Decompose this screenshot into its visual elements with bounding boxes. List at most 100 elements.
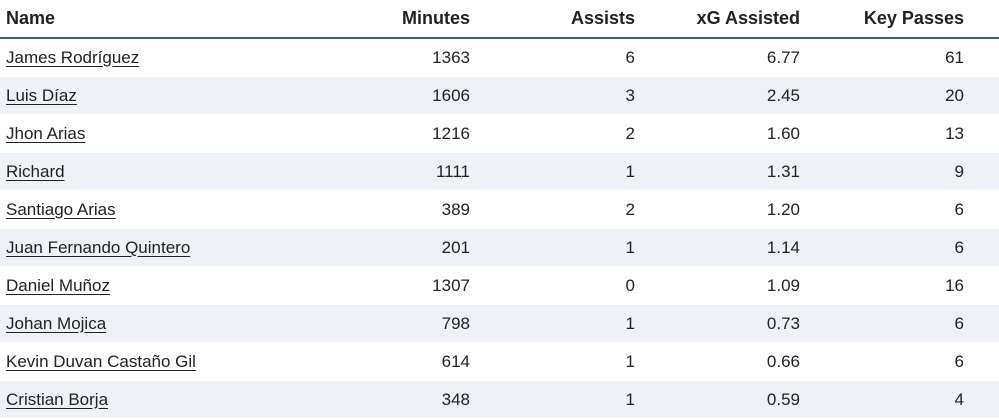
assists-cell: 1	[470, 380, 635, 419]
header-xg-assisted[interactable]: xG Assisted	[635, 0, 800, 39]
minutes-cell-value: 389	[441, 199, 470, 219]
minutes-cell-value: 798	[441, 313, 470, 333]
table-header: Name Minutes Assists xG Assisted Key Pas…	[0, 0, 999, 39]
xg-assisted-cell: 1.20	[635, 190, 800, 229]
key-passes-cell: 16	[800, 266, 999, 305]
minutes-cell: 201	[276, 228, 470, 267]
key-passes-cell-value: 13	[945, 123, 964, 143]
minutes-cell: 1307	[276, 266, 470, 305]
table-row: Kevin Duvan Castaño Gil 614 1 0.66 6	[0, 342, 999, 381]
player-name-cell: Luis Díaz	[0, 76, 276, 115]
xg-assisted-cell-value: 6.77	[766, 47, 800, 67]
table-row: Santiago Arias 389 2 1.20 6	[0, 190, 999, 229]
player-name-cell: Cristian Borja	[0, 380, 276, 419]
player-name-link[interactable]: Daniel Muñoz	[6, 275, 110, 295]
xg-assisted-cell: 1.60	[635, 114, 800, 153]
player-name-cell: Kevin Duvan Castaño Gil	[0, 342, 276, 381]
assists-cell-value: 1	[625, 237, 635, 257]
player-name-link[interactable]: Santiago Arias	[6, 199, 116, 219]
player-name-link[interactable]: Jhon Arias	[6, 123, 86, 143]
assists-cell-value: 0	[625, 275, 635, 295]
xg-assisted-cell: 0.73	[635, 304, 800, 343]
assists-cell-value: 1	[625, 313, 635, 333]
xg-assisted-cell-value: 2.45	[766, 85, 800, 105]
key-passes-cell: 4	[800, 380, 999, 419]
xg-assisted-cell-value: 1.60	[766, 123, 800, 143]
assists-cell-value: 1	[625, 351, 635, 371]
player-name-link[interactable]: James Rodríguez	[6, 47, 140, 67]
key-passes-cell-value: 20	[945, 85, 964, 105]
player-name-cell: James Rodríguez	[0, 38, 276, 77]
table-row: Cristian Borja 348 1 0.59 4	[0, 380, 999, 419]
xg-assisted-cell-value: 1.20	[766, 199, 800, 219]
minutes-cell-value: 348	[441, 389, 470, 409]
header-assists-label: Assists	[570, 8, 635, 28]
key-passes-cell: 61	[800, 38, 999, 77]
table-row: Johan Mojica 798 1 0.73 6	[0, 304, 999, 343]
assists-cell: 3	[470, 76, 635, 115]
key-passes-cell: 6	[800, 304, 999, 343]
assists-cell: 1	[470, 342, 635, 381]
key-passes-cell-value: 61	[945, 47, 964, 67]
minutes-cell: 798	[276, 304, 470, 343]
player-name-cell: Daniel Muñoz	[0, 266, 276, 305]
key-passes-cell-value: 6	[954, 313, 964, 333]
minutes-cell: 1111	[276, 152, 470, 191]
xg-assisted-cell: 1.09	[635, 266, 800, 305]
assists-cell-value: 3	[625, 85, 635, 105]
minutes-cell-value: 201	[441, 237, 470, 257]
key-passes-cell-value: 6	[954, 199, 964, 219]
player-name-link[interactable]: Luis Díaz	[6, 85, 77, 105]
player-name-link[interactable]: Cristian Borja	[6, 389, 109, 409]
minutes-cell: 1216	[276, 114, 470, 153]
player-name-cell: Juan Fernando Quintero	[0, 228, 276, 267]
key-passes-cell: 6	[800, 190, 999, 229]
assists-cell: 2	[470, 190, 635, 229]
header-minutes-label: Minutes	[401, 8, 470, 28]
xg-assisted-cell: 6.77	[635, 38, 800, 77]
assists-cell-value: 2	[625, 199, 635, 219]
xg-assisted-cell-value: 1.14	[766, 237, 800, 257]
player-name-link[interactable]: Richard	[6, 161, 65, 181]
minutes-cell-value: 1111	[435, 161, 470, 181]
player-name-cell: Johan Mojica	[0, 304, 276, 343]
player-name-link[interactable]: Kevin Duvan Castaño Gil	[6, 351, 196, 371]
header-row: Name Minutes Assists xG Assisted Key Pas…	[0, 0, 999, 39]
table-row: Richard 1111 1 1.31 9	[0, 152, 999, 191]
xg-assisted-cell-value: 0.73	[766, 313, 800, 333]
assists-cell: 1	[470, 152, 635, 191]
table-row: Luis Díaz 1606 3 2.45 20	[0, 76, 999, 115]
xg-assisted-cell-value: 1.31	[766, 161, 800, 181]
header-xg-assisted-label: xG Assisted	[696, 8, 800, 28]
player-name-cell: Jhon Arias	[0, 114, 276, 153]
key-passes-cell: 9	[800, 152, 999, 191]
xg-assisted-cell: 1.14	[635, 228, 800, 267]
assists-cell: 2	[470, 114, 635, 153]
minutes-cell: 389	[276, 190, 470, 229]
key-passes-cell: 20	[800, 76, 999, 115]
xg-assisted-cell: 0.59	[635, 380, 800, 419]
assists-cell: 6	[470, 38, 635, 77]
header-assists[interactable]: Assists	[470, 0, 635, 39]
assists-cell-value: 1	[625, 389, 635, 409]
player-name-link[interactable]: Johan Mojica	[6, 313, 107, 333]
xg-assisted-cell: 1.31	[635, 152, 800, 191]
key-passes-cell-value: 16	[945, 275, 964, 295]
player-name-link[interactable]: Juan Fernando Quintero	[6, 237, 191, 257]
table-row: Jhon Arias 1216 2 1.60 13	[0, 114, 999, 153]
assists-cell: 0	[470, 266, 635, 305]
table-body: James Rodríguez 1363 6 6.77 61 Luis Díaz 1606 3…	[0, 38, 999, 419]
minutes-cell-value: 1363	[432, 47, 470, 67]
key-passes-cell: 6	[800, 228, 999, 267]
header-name[interactable]: Name	[0, 0, 276, 39]
header-key-passes-label: Key Passes	[863, 8, 964, 28]
key-passes-cell-value: 9	[954, 161, 964, 181]
player-name-cell: Santiago Arias	[0, 190, 276, 229]
header-key-passes[interactable]: Key Passes	[800, 0, 999, 39]
minutes-cell: 348	[276, 380, 470, 419]
minutes-cell-value: 1606	[432, 85, 470, 105]
header-minutes[interactable]: Minutes	[276, 0, 470, 39]
assists-cell: 1	[470, 228, 635, 267]
assists-cell-value: 6	[625, 47, 635, 67]
key-passes-cell: 6	[800, 342, 999, 381]
